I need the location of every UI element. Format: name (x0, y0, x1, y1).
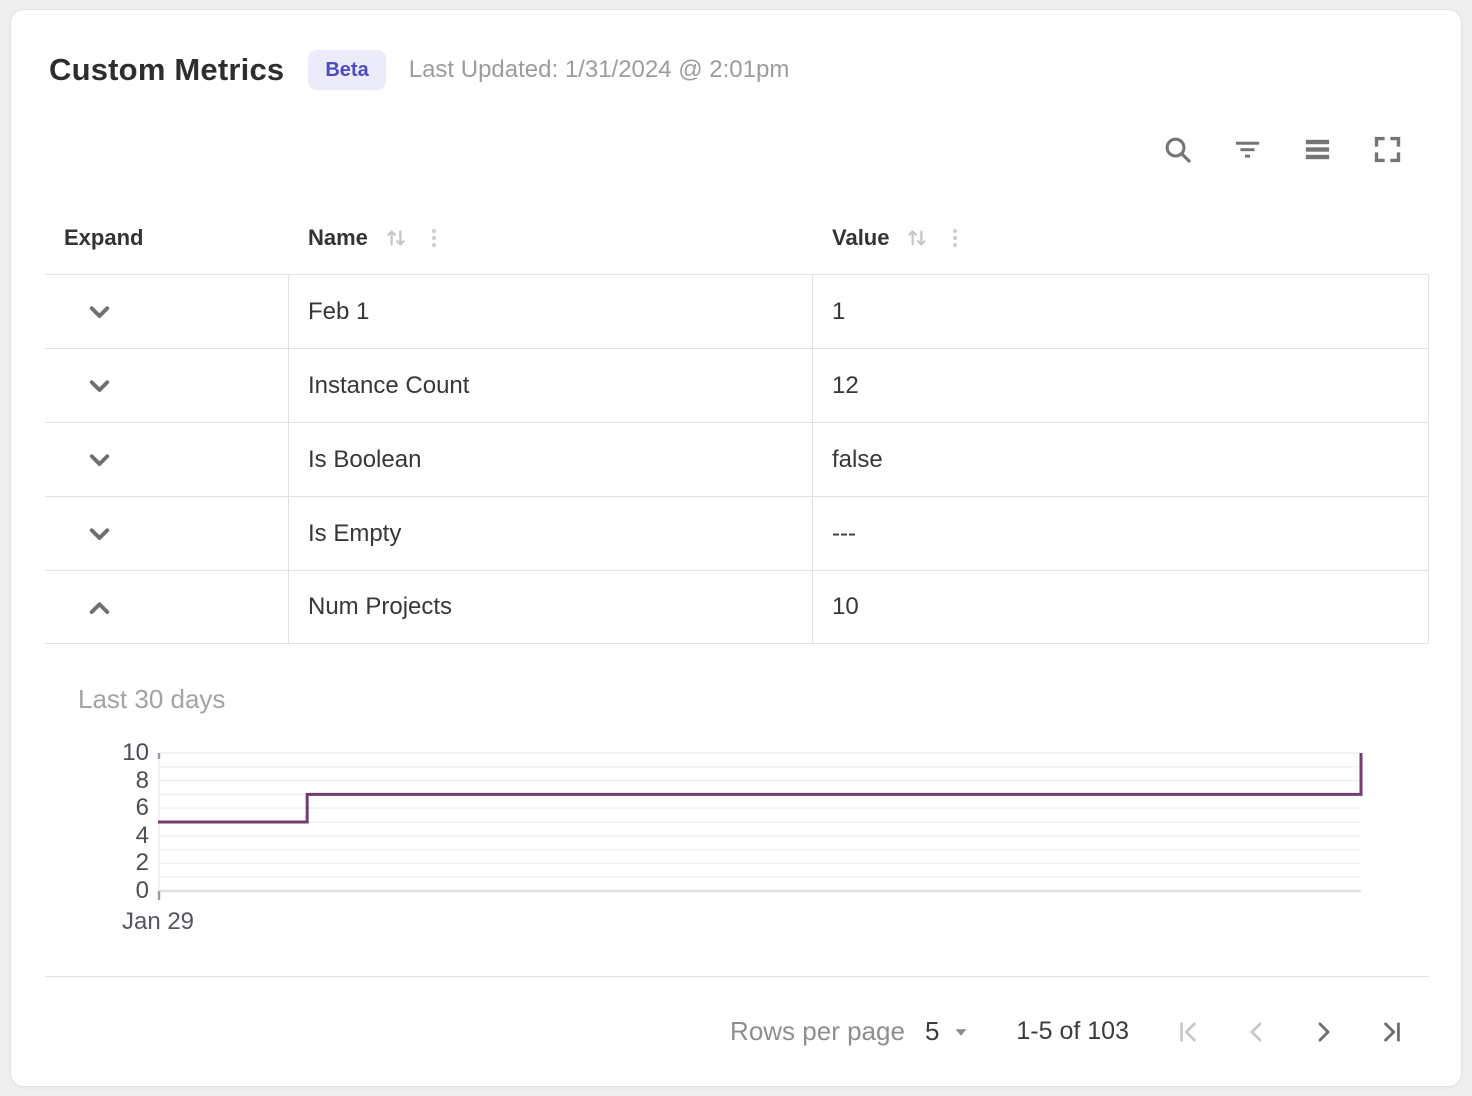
name-cell: Is Boolean (289, 423, 813, 496)
name-cell: Is Empty (289, 497, 813, 570)
name-cell: Instance Count (289, 349, 813, 422)
column-header-name[interactable]: Name (289, 225, 813, 251)
first-page-icon[interactable] (1173, 1017, 1203, 1047)
rows-per-page-label: Rows per page (730, 1016, 905, 1046)
column-label: Expand (64, 224, 144, 250)
metrics-table: Expand Name Value (45, 201, 1429, 644)
dropdown-arrow-icon (955, 1028, 967, 1036)
table-row: Instance Count 12 (45, 348, 1429, 422)
chevron-down-icon[interactable] (77, 512, 121, 556)
expand-cell (45, 349, 289, 422)
custom-metrics-card: Custom Metrics Beta Last Updated: 1/31/2… (10, 9, 1462, 1087)
column-menu-icon[interactable] (943, 226, 967, 250)
column-label: Name (308, 224, 368, 250)
sort-icon[interactable] (383, 225, 409, 251)
density-icon[interactable] (1295, 127, 1339, 171)
expand-cell (45, 571, 289, 643)
column-header-expand: Expand (45, 225, 289, 251)
column-menu-icon[interactable] (422, 226, 446, 250)
beta-badge: Beta (308, 50, 386, 90)
search-icon[interactable] (1155, 127, 1199, 171)
y-axis-tick-label: 6 (135, 794, 149, 822)
value-cell: false (813, 423, 1429, 496)
last-updated-text: Last Updated: 1/31/2024 @ 2:01pm (408, 56, 790, 83)
value-cell: 10 (813, 571, 1429, 643)
page-header: Custom Metrics Beta Last Updated: 1/31/2… (49, 47, 789, 93)
filter-icon[interactable] (1225, 127, 1269, 171)
pager-controls (1173, 1017, 1407, 1047)
y-axis-tick-label: 10 (122, 739, 149, 766)
value-cell: 1 (813, 275, 1429, 348)
chevron-down-icon[interactable] (77, 438, 121, 482)
table-row-expanded: Num Projects 10 (45, 570, 1429, 644)
table-row: Is Boolean false (45, 422, 1429, 496)
table-header-row: Expand Name Value (45, 201, 1429, 274)
page-range-label: 1-5 of 103 (1016, 1017, 1129, 1045)
next-page-icon[interactable] (1309, 1017, 1339, 1047)
y-axis-tick-label: 8 (135, 766, 149, 794)
column-header-value[interactable]: Value (813, 225, 1429, 251)
column-label: Value (832, 224, 890, 250)
step-line-chart (157, 752, 1363, 900)
y-axis-tick-label: 0 (135, 877, 149, 904)
table-row: Feb 1 1 (45, 274, 1429, 348)
name-cell: Num Projects (289, 571, 813, 643)
rows-per-page-select[interactable]: 5 (925, 1016, 974, 1047)
page-title: Custom Metrics (49, 52, 285, 87)
table-row: Is Empty --- (45, 496, 1429, 570)
pagination-footer: Rows per page 5 1-5 of 103 (45, 976, 1429, 1086)
y-axis-tick-label: 2 (135, 849, 149, 877)
sort-icon[interactable] (904, 225, 930, 251)
trend-chart (157, 752, 1363, 900)
previous-page-icon[interactable] (1241, 1017, 1271, 1047)
last-page-icon[interactable] (1377, 1017, 1407, 1047)
x-axis-tick-label: Jan 29 (121, 908, 195, 935)
value-cell: 12 (813, 349, 1429, 422)
expand-cell (45, 275, 289, 348)
expand-cell (45, 497, 289, 570)
fullscreen-icon[interactable] (1365, 127, 1409, 171)
chart-title: Last 30 days (78, 684, 226, 714)
expand-cell (45, 423, 289, 496)
value-cell: --- (813, 497, 1429, 570)
name-cell: Feb 1 (289, 275, 813, 348)
y-axis-tick-label: 4 (135, 821, 149, 849)
chevron-down-icon[interactable] (77, 290, 121, 334)
chevron-down-icon[interactable] (77, 364, 121, 408)
rows-per-page-value: 5 (924, 1016, 940, 1046)
chevron-up-icon[interactable] (77, 585, 121, 629)
grid-toolbar (1155, 127, 1409, 171)
